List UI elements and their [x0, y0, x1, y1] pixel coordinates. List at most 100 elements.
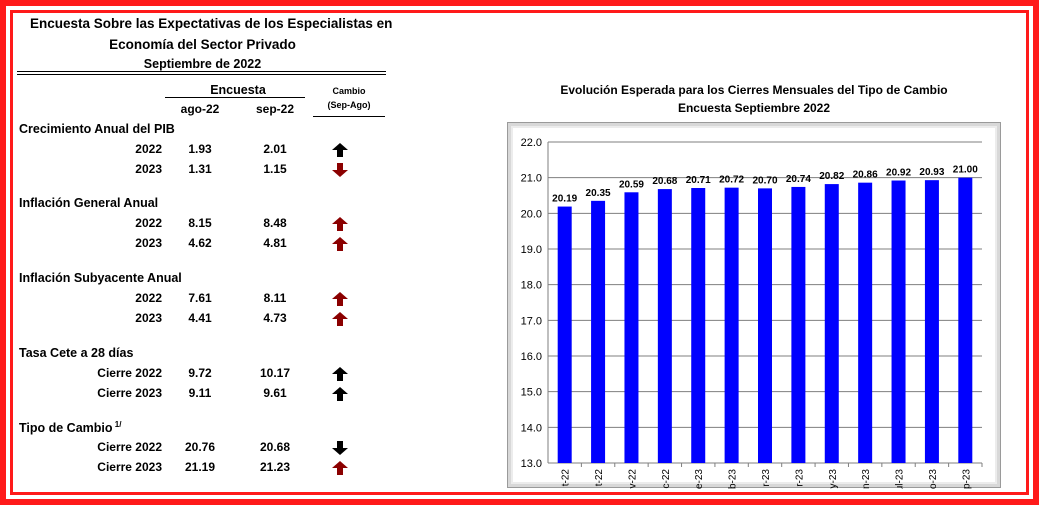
x-tick-label: p-23	[961, 469, 972, 489]
row-label: 2022	[135, 291, 162, 305]
arrow-up-icon	[332, 217, 348, 231]
x-tick-label: c-22	[661, 469, 672, 489]
y-tick-label: 22.0	[521, 137, 542, 149]
title-rule-bottom	[17, 74, 386, 75]
value-ago: 9.72	[188, 366, 212, 380]
arrow-up-icon	[332, 387, 348, 401]
row-label: Cierre 2022	[97, 440, 162, 454]
value-sep: 8.48	[263, 216, 287, 230]
row-label: 2022	[135, 142, 162, 156]
data-label: 20.92	[886, 168, 911, 179]
section-title-text: Tipo de Cambio	[19, 421, 113, 436]
value-ago: 20.76	[184, 440, 216, 454]
bar	[858, 182, 873, 463]
section-title: Tasa Cete a 28 días	[19, 346, 133, 360]
value-sep: 9.61	[263, 386, 287, 400]
value-sep: 4.81	[263, 236, 287, 250]
arrow-up-icon	[332, 292, 348, 306]
x-tick-label: v-22	[627, 469, 638, 489]
bar	[924, 180, 939, 463]
x-tick-label: n-23	[861, 469, 872, 489]
data-label: 20.19	[552, 194, 577, 205]
value-sep: 8.11	[263, 291, 287, 305]
bar	[691, 188, 706, 463]
arrow-down-icon	[332, 163, 348, 177]
y-tick-label: 19.0	[521, 244, 542, 256]
data-label: 20.59	[619, 179, 644, 190]
section-title: Crecimiento Anual del PIB	[19, 122, 175, 136]
value-ago: 4.41	[188, 311, 212, 325]
value-ago: 9.11	[188, 386, 212, 400]
section-title-text: Inflación Subyacente Anual	[19, 271, 182, 285]
y-tick-label: 17.0	[521, 315, 542, 327]
row-label: 2023	[135, 162, 162, 176]
survey-title-line1: Encuesta Sobre las Expectativas de los E…	[30, 16, 393, 31]
x-tick-label: r-23	[794, 469, 805, 487]
arrow-up-icon	[332, 461, 348, 475]
row-label: 2022	[135, 216, 162, 230]
value-ago: 1.93	[188, 142, 212, 156]
section-title-text: Crecimiento Anual del PIB	[19, 122, 175, 136]
x-tick-label: o-23	[928, 469, 939, 489]
value-sep: 21.23	[259, 460, 291, 474]
value-sep: 20.68	[259, 440, 291, 454]
value-ago: 21.19	[184, 460, 216, 474]
section-title: Inflación General Anual	[19, 196, 158, 210]
section-title: Inflación Subyacente Anual	[19, 271, 182, 285]
title-rule-top	[17, 71, 386, 72]
y-tick-label: 15.0	[521, 387, 542, 399]
x-tick-label: ul-23	[895, 469, 906, 489]
survey-title-line2: Economía del Sector Privado	[109, 37, 296, 52]
data-label: 20.86	[853, 170, 878, 181]
x-tick-label: t-22	[561, 469, 572, 487]
x-tick-label: y-23	[828, 469, 839, 489]
bar	[724, 187, 739, 464]
x-tick-label: r-23	[761, 469, 772, 487]
arrow-up-icon	[332, 237, 348, 251]
value-ago: 4.62	[188, 236, 212, 250]
encuesta-header: Encuesta	[210, 83, 266, 97]
bar	[824, 184, 839, 463]
value-sep: 1.15	[263, 162, 287, 176]
row-label: Cierre 2023	[97, 386, 162, 400]
footnote-marker: 1/	[112, 420, 122, 429]
y-tick-label: 18.0	[521, 280, 542, 292]
inner-red-border	[10, 10, 1029, 495]
y-tick-label: 20.0	[521, 208, 542, 220]
data-label: 20.35	[586, 188, 611, 199]
row-label: Cierre 2023	[97, 460, 162, 474]
bar	[591, 200, 606, 463]
x-tick-label: b-23	[728, 469, 739, 489]
value-sep: 4.73	[263, 311, 287, 325]
arrow-up-icon	[332, 143, 348, 157]
row-label: 2023	[135, 236, 162, 250]
arrow-down-icon	[332, 441, 348, 455]
data-label: 20.74	[786, 174, 811, 185]
x-tick-label: t-22	[594, 469, 605, 487]
value-ago: 8.15	[188, 216, 212, 230]
section-title: Tipo de Cambio 1/	[19, 420, 121, 435]
col-header-sep: sep-22	[255, 102, 295, 116]
section-title-text: Tasa Cete a 28 días	[19, 346, 134, 360]
survey-title-line3: Septiembre de 2022	[143, 57, 262, 71]
encuesta-underline	[165, 97, 305, 98]
bar	[624, 192, 639, 463]
bar	[791, 186, 806, 463]
x-tick-label: e-23	[694, 469, 705, 489]
chart-frame: 13.0 14.0 15.0 16.0 17.0 18.0 19.0 20.0 21.0 22.0…	[507, 122, 1001, 491]
bar-chart: 13.0 14.0 15.0 16.0 17.0 18.0 19.0 20.0 21.0 22.0…	[521, 137, 983, 491]
section-title-text: Inflación General Anual	[19, 196, 159, 210]
arrow-up-icon	[332, 367, 348, 381]
arrow-up-icon	[332, 312, 348, 326]
value-sep: 2.01	[263, 142, 287, 156]
data-label: 20.93	[919, 167, 944, 178]
cambio-underline	[313, 116, 385, 117]
bar	[958, 177, 973, 463]
chart-title: Evolución Esperada para los Cierres Mens…	[560, 83, 948, 97]
cambio-subheader: (Sep-Ago)	[327, 100, 371, 110]
y-tick-label: 21.0	[521, 173, 542, 185]
value-sep: 10.17	[259, 366, 291, 380]
row-label: 2023	[135, 311, 162, 325]
bar	[758, 188, 772, 463]
